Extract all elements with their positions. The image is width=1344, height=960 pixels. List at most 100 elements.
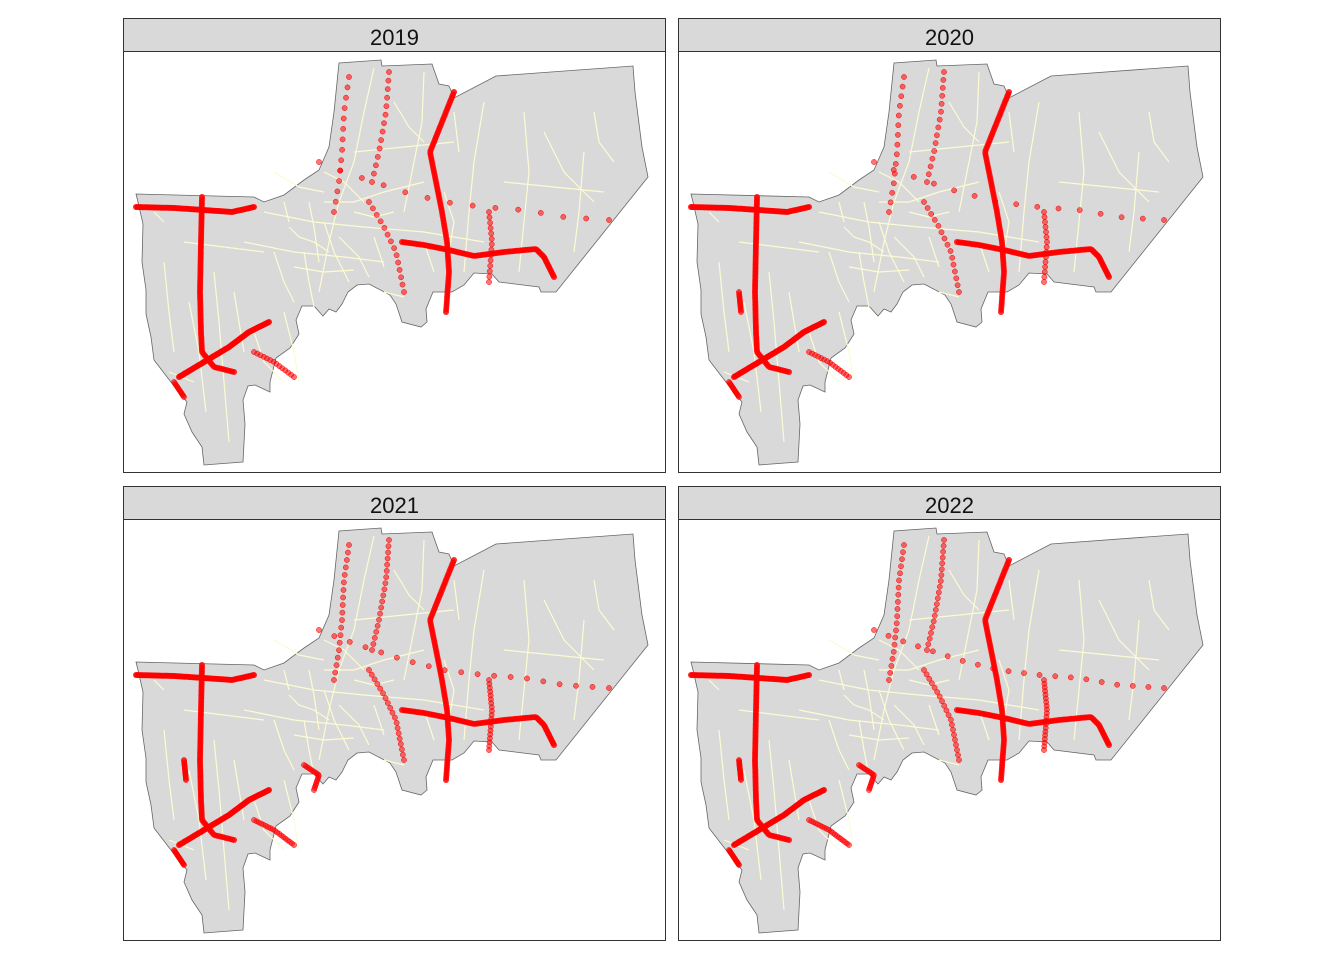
observation-point <box>507 674 514 680</box>
observation-point <box>738 309 744 315</box>
observation-point <box>387 705 394 711</box>
road-segment <box>828 639 880 661</box>
observation-point <box>939 554 946 561</box>
road-segment <box>303 251 315 308</box>
road-segment <box>163 261 175 353</box>
observation-point <box>928 630 934 636</box>
observation-point <box>940 548 946 555</box>
observation-point <box>384 561 390 568</box>
road-segment <box>353 141 455 153</box>
observation-point <box>515 206 522 213</box>
observation-point <box>381 224 388 231</box>
observation-point <box>395 730 402 737</box>
observation-point <box>340 594 346 601</box>
observation-point <box>316 159 322 165</box>
observation-point <box>924 179 930 185</box>
observation-point <box>899 556 905 563</box>
observation-point <box>606 217 612 223</box>
observation-point <box>895 599 901 605</box>
observation-point <box>583 215 590 222</box>
observation-point <box>311 787 317 793</box>
observation-point <box>380 182 387 189</box>
observation-point <box>738 777 744 783</box>
observation-point <box>183 777 189 783</box>
road-segment <box>463 569 485 741</box>
observation-point <box>890 167 897 173</box>
observation-point <box>954 282 961 289</box>
road-segment <box>288 226 330 253</box>
observation-point <box>181 394 187 400</box>
observation-point <box>1052 673 1059 680</box>
observation-point <box>395 259 401 266</box>
facet-title: 2019 <box>370 25 419 50</box>
observation-point <box>952 736 958 743</box>
observation-point <box>886 677 892 683</box>
observation-point <box>910 174 917 180</box>
road-segment <box>353 211 395 218</box>
observation-point <box>939 85 946 91</box>
observation-point <box>441 667 448 673</box>
observation-point <box>938 229 945 236</box>
observation-point <box>901 542 907 548</box>
road-segment <box>288 694 330 721</box>
road-segment <box>863 201 875 263</box>
road-segment <box>1058 181 1160 193</box>
observation-point <box>373 629 380 635</box>
road-segment <box>928 236 940 268</box>
observation-point <box>930 648 936 655</box>
road-segment <box>998 659 1010 721</box>
observation-point <box>941 702 948 709</box>
map-area <box>679 520 1220 940</box>
observation-point <box>362 644 369 651</box>
road-segment <box>283 779 300 851</box>
observation-point <box>371 635 378 641</box>
observation-point <box>924 647 930 653</box>
observation-point <box>231 369 237 375</box>
road-segment <box>808 799 840 851</box>
observation-point <box>940 543 947 549</box>
observation-point <box>560 214 567 220</box>
observation-point <box>374 154 381 160</box>
road-segment <box>373 704 385 736</box>
point-layer <box>688 537 1167 868</box>
observation-point <box>931 217 938 223</box>
observation-point <box>369 647 375 653</box>
facet-strip: 2022 <box>679 487 1220 520</box>
observation-point <box>382 111 389 118</box>
observation-point <box>940 77 947 83</box>
road-segment <box>308 201 320 263</box>
road-segment <box>878 689 905 751</box>
road-segment <box>273 639 325 661</box>
observation-point <box>359 175 365 181</box>
road-segment <box>958 71 980 213</box>
observation-point <box>399 746 405 753</box>
road-segment <box>453 579 460 621</box>
observation-point <box>1044 239 1050 245</box>
observation-point <box>892 634 899 641</box>
observation-point <box>385 543 392 550</box>
observation-point <box>338 157 345 164</box>
observation-point <box>487 257 494 264</box>
observation-point <box>447 199 453 206</box>
road-segment <box>938 291 960 298</box>
observation-point <box>890 648 897 655</box>
observation-point <box>382 580 389 587</box>
road-segment <box>593 111 615 163</box>
observation-point <box>936 693 943 700</box>
road-segment <box>863 669 875 731</box>
observation-point <box>1036 672 1043 678</box>
road-segment <box>1018 569 1040 741</box>
observation-point <box>251 672 257 678</box>
observation-point <box>1067 674 1074 681</box>
road-segment <box>233 291 245 353</box>
road-segment <box>1008 579 1015 621</box>
observation-point <box>933 601 940 607</box>
observation-point <box>341 572 348 578</box>
observation-point <box>371 676 378 683</box>
observation-point <box>1013 201 1020 208</box>
road-segment <box>273 719 295 771</box>
observation-point <box>886 209 892 215</box>
observation-point <box>331 633 338 639</box>
observation-point <box>486 209 492 215</box>
observation-point <box>929 680 935 687</box>
